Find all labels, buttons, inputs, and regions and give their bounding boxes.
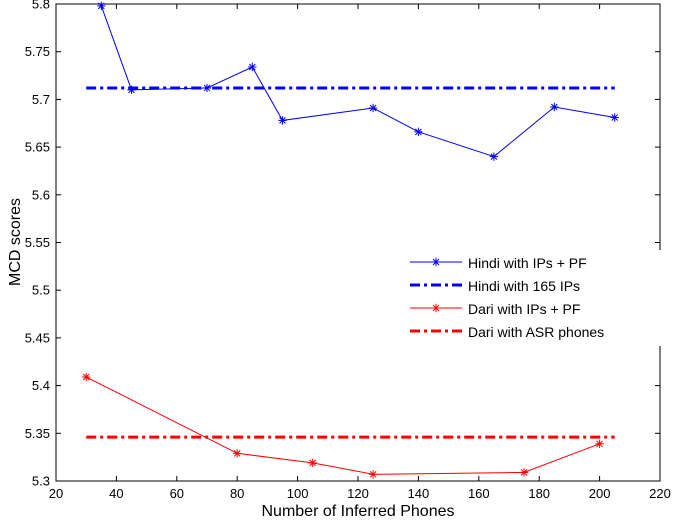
y-tick-label: 5.7 — [32, 92, 50, 107]
series-0 — [97, 1, 619, 161]
data-point — [233, 449, 242, 458]
x-tick-label: 120 — [347, 486, 369, 501]
series-line — [85, 376, 600, 475]
y-tick-label: 5.35 — [25, 426, 50, 441]
x-tick-label: 220 — [649, 486, 671, 501]
plot-frame — [55, 3, 661, 482]
data-point — [595, 439, 604, 448]
y-tick-label: 5.6 — [32, 187, 50, 202]
data-point — [82, 372, 91, 382]
legend-marker — [431, 303, 441, 313]
x-tick-label: 140 — [408, 486, 430, 501]
y-tick-label: 5.3 — [32, 474, 50, 489]
x-tick-label: 80 — [230, 486, 244, 501]
data-point — [368, 103, 378, 113]
legend-marker — [431, 257, 441, 267]
data-point — [97, 1, 106, 11]
legend-label-dari-ips-pf: Dari with IPs + PF — [468, 301, 580, 317]
x-tick-label: 160 — [468, 486, 490, 501]
x-tick-label: 200 — [589, 486, 611, 501]
data-point — [550, 102, 559, 112]
data-point — [248, 62, 257, 72]
series-layer — [82, 1, 619, 479]
legend-label-dari-asr: Dari with ASR phones — [468, 324, 604, 340]
data-point — [278, 116, 287, 125]
y-tick-label: 5.55 — [25, 235, 50, 250]
series-2 — [82, 372, 604, 479]
y-tick-label: 5.8 — [32, 0, 50, 12]
x-tick-label: 20 — [49, 486, 63, 501]
x-axis-title: Number of Inferred Phones — [262, 503, 455, 520]
x-tick-label: 40 — [109, 486, 123, 501]
x-tick-label: 100 — [287, 486, 309, 501]
y-tick-label: 5.65 — [25, 140, 50, 155]
data-point — [308, 458, 317, 468]
data-point — [368, 470, 378, 479]
legend-label-hindi-ips-pf: Hindi with IPs + PF — [468, 255, 587, 271]
y-tick-label: 5.5 — [32, 283, 50, 298]
data-point — [610, 113, 619, 122]
y-tick-label: 5.75 — [25, 44, 50, 59]
legend: Hindi with IPs + PF Hindi with 165 IPs D… — [397, 250, 661, 346]
x-tick-label: 60 — [170, 486, 184, 501]
legend-label-hindi-165-ips: Hindi with 165 IPs — [468, 278, 580, 294]
data-point — [519, 468, 529, 477]
x-tick-label: 180 — [528, 486, 550, 501]
series-line — [100, 5, 615, 158]
axis-ticks: 20 40 60 80 100 120 140 160 180 200 2205.35.355.45… — [25, 0, 671, 501]
data-point — [414, 127, 423, 137]
legend-swatches — [410, 257, 462, 333]
y-tick-label: 5.4 — [32, 378, 50, 393]
y-tick-label: 5.45 — [25, 330, 50, 345]
data-point — [489, 152, 499, 161]
y-axis-title: MCD scores — [7, 198, 24, 286]
